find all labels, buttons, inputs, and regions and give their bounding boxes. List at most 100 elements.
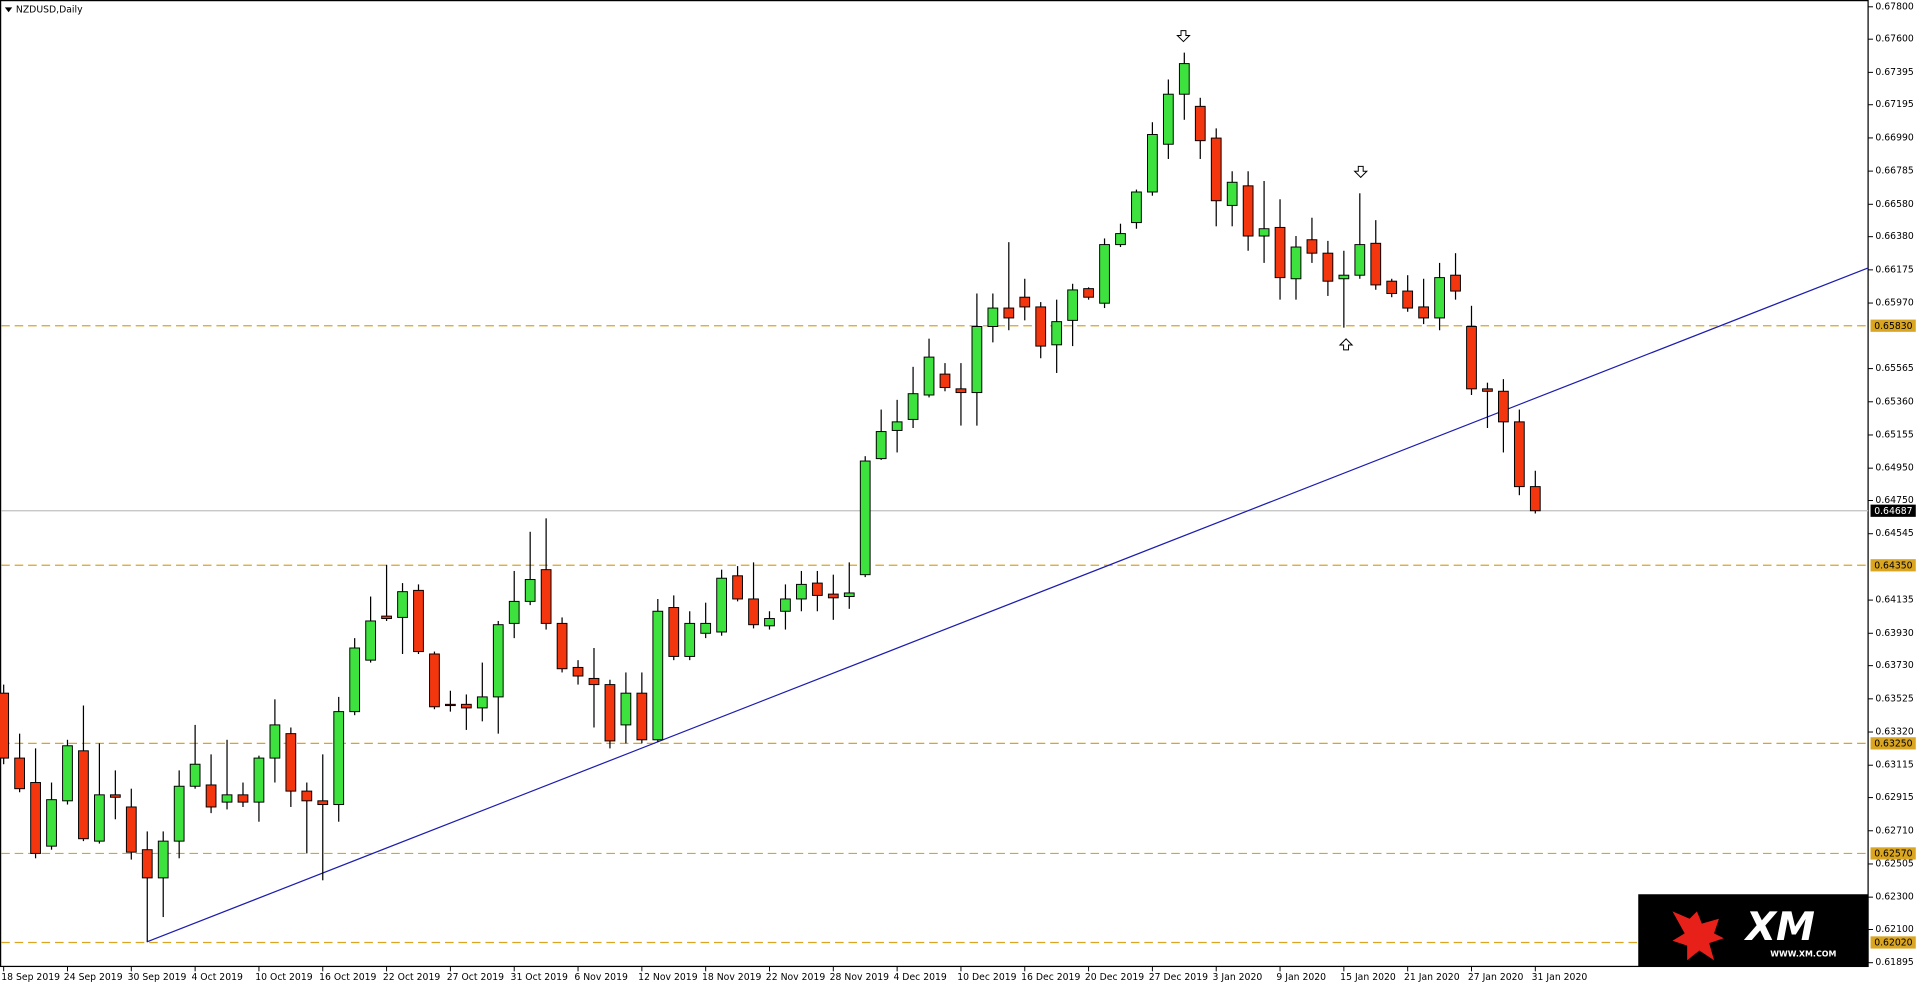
y-tick-label: 0.65155: [1875, 429, 1913, 440]
candle-body: [1529, 486, 1541, 512]
candle-body: [349, 647, 361, 713]
candle-body: [1306, 239, 1318, 254]
candle-body: [1418, 306, 1430, 319]
candle-body: [827, 593, 839, 599]
y-tick-label: 0.66990: [1875, 132, 1913, 143]
y-tick-label: 0.64750: [1875, 495, 1913, 506]
candle-body: [476, 696, 488, 709]
candle-body: [540, 569, 552, 624]
level-label: 0.64350: [1874, 560, 1912, 571]
last-price-box: [1870, 504, 1916, 517]
candle-body: [1178, 63, 1190, 95]
level-label-box: [1870, 847, 1916, 860]
candle-body: [429, 653, 440, 708]
candle-body: [413, 589, 424, 653]
candles: [0, 52, 1541, 942]
candle-body: [0, 692, 10, 759]
trend-line: [146, 267, 1869, 943]
y-tick-label: 0.67195: [1875, 99, 1913, 110]
y-tick-label: 0.66380: [1875, 231, 1913, 242]
candle-body: [492, 624, 504, 698]
candle-body: [556, 622, 568, 670]
y-tick-label: 0.63525: [1875, 693, 1913, 704]
x-tick-label: 3 Jan 2020: [1213, 972, 1263, 983]
candle-body: [1131, 191, 1142, 224]
x-tick-label: 10 Oct 2019: [255, 972, 312, 983]
x-tick-label: 9 Jan 2020: [1276, 972, 1326, 983]
candle-body: [1115, 233, 1126, 246]
level-label: 0.65830: [1874, 321, 1912, 332]
candle-body: [987, 307, 999, 328]
candle-body: [460, 703, 472, 709]
candle-body: [333, 711, 345, 806]
candle-body: [1290, 246, 1302, 280]
y-tick-label: 0.64545: [1875, 528, 1913, 539]
x-tick-label: 10 Dec 2019: [957, 972, 1016, 983]
candle-body: [732, 575, 743, 600]
y-tick-label: 0.65360: [1875, 396, 1913, 407]
y-tick-label: 0.62100: [1875, 924, 1913, 935]
candle-body: [1402, 290, 1414, 309]
level-label: 0.62570: [1874, 849, 1912, 860]
x-tick-label: 27 Jan 2020: [1468, 972, 1524, 983]
x-tick-label: 28 Nov 2019: [830, 972, 890, 983]
x-tick-label: 22 Nov 2019: [766, 972, 826, 983]
y-tick-label: 0.67395: [1875, 67, 1913, 78]
candle-body: [907, 393, 919, 420]
candle-body: [1067, 289, 1079, 321]
candle-body: [1099, 244, 1110, 304]
candle-body: [780, 598, 791, 612]
candle-body: [508, 600, 520, 624]
x-tick-label: 15 Jan 2020: [1340, 972, 1396, 983]
x-tick-label: 12 Nov 2019: [638, 972, 698, 983]
x-tick-label: 30 Sep 2019: [128, 972, 187, 983]
candle-body: [1354, 244, 1366, 276]
candle-body: [636, 692, 648, 741]
candle-body: [1258, 228, 1270, 237]
x-tick-label: 4 Oct 2019: [191, 972, 243, 983]
candle-body: [301, 790, 313, 802]
logo-url: WWW.XM.COM: [1770, 950, 1836, 959]
candle-body: [811, 582, 823, 596]
candle-body: [221, 794, 233, 803]
last-price-label: 0.64687: [1874, 506, 1912, 517]
candle-body: [1226, 181, 1238, 206]
candle-body: [46, 799, 57, 847]
down-arrow: [1353, 165, 1369, 179]
x-tick-label: 18 Sep 2019: [1, 972, 60, 983]
candle-body: [205, 784, 217, 808]
x-tick-label: 31 Oct 2019: [511, 972, 568, 983]
level-label: 0.63250: [1874, 738, 1912, 749]
down-arrow: [1176, 30, 1191, 43]
candle-body: [285, 733, 297, 792]
candle-body: [237, 794, 249, 803]
y-tick-label: 0.62505: [1875, 858, 1913, 869]
candle-body: [157, 840, 169, 879]
level-label: 0.62020: [1874, 938, 1912, 949]
candle-body: [604, 684, 616, 742]
candle-body: [1019, 296, 1031, 308]
candle-body: [30, 782, 41, 854]
y-tick-label: 0.63115: [1875, 760, 1913, 771]
y-tick-label: 0.65565: [1875, 363, 1913, 374]
candle-body: [1482, 388, 1493, 392]
candle-body: [14, 757, 26, 790]
candle-body: [1194, 105, 1206, 142]
candle-body: [189, 763, 201, 787]
x-tick-label: 20 Dec 2019: [1085, 972, 1144, 983]
y-tick-label: 0.67600: [1875, 34, 1913, 45]
x-tick-label: 21 Jan 2020: [1404, 972, 1460, 983]
candle-body: [253, 757, 265, 803]
candle-body: [700, 622, 712, 634]
candle-body: [1322, 252, 1334, 282]
candle-body: [1051, 321, 1063, 346]
y-tick-label: 0.63320: [1875, 727, 1913, 738]
x-tick-label: 16 Oct 2019: [319, 972, 376, 983]
candle-body: [1162, 93, 1174, 145]
y-tick-label: 0.62710: [1875, 825, 1913, 836]
candle-body: [109, 794, 121, 798]
y-tick-label: 0.66580: [1875, 199, 1913, 210]
candle-body: [843, 592, 855, 598]
y-tick-label: 0.66785: [1875, 166, 1913, 177]
